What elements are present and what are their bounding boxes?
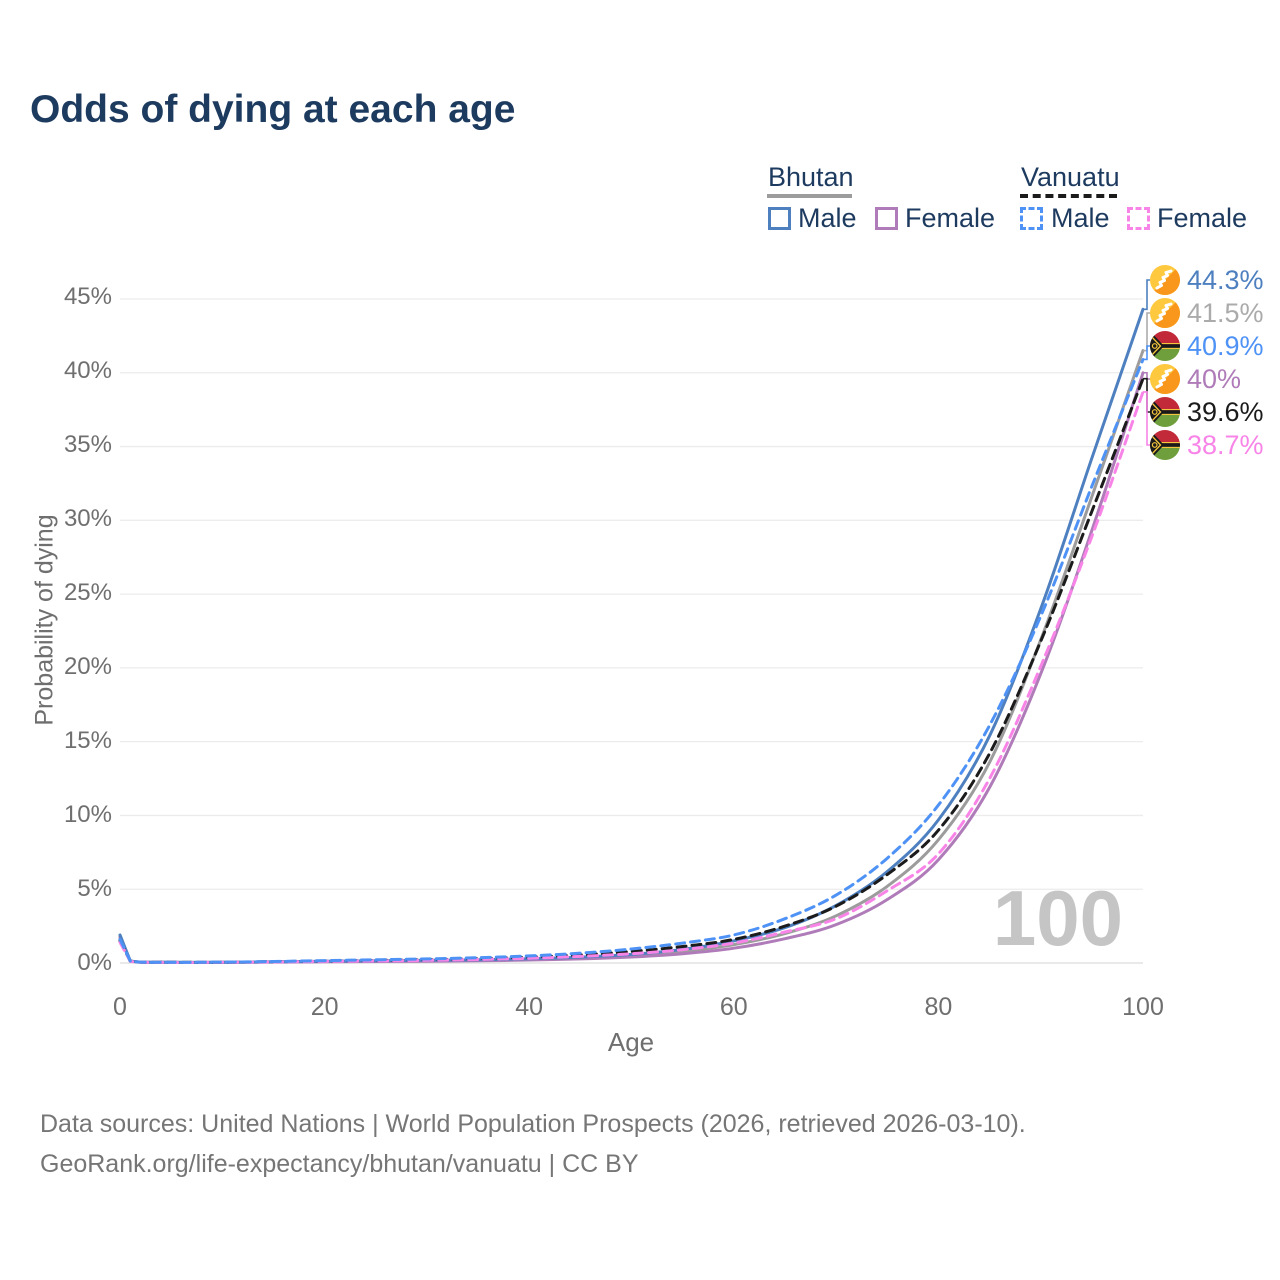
y-tick: 0% bbox=[77, 949, 112, 976]
legend-vanuatu-underline bbox=[1020, 194, 1117, 198]
legend-swatch-bhutan-male[interactable] bbox=[768, 207, 791, 230]
legend-swatch-vanuatu-male[interactable] bbox=[1020, 207, 1043, 230]
legend-label-bhutan-male[interactable]: Male bbox=[798, 203, 857, 233]
bhutan-flag-icon bbox=[1150, 298, 1180, 328]
end-label-vanuatu-male[interactable]: 40.9% bbox=[1150, 331, 1264, 361]
y-tick: 20% bbox=[63, 653, 112, 680]
legend-bhutan-underline bbox=[767, 194, 852, 198]
end-value: 40.9% bbox=[1187, 331, 1264, 361]
legend-swatch-bhutan-female[interactable] bbox=[875, 207, 898, 230]
vanuatu-flag-icon bbox=[1150, 331, 1180, 361]
y-tick: 35% bbox=[63, 431, 112, 458]
data-sources-line: Data sources: United Nations | World Pop… bbox=[40, 1110, 1026, 1138]
end-label-vanuatu-female[interactable]: 38.7% bbox=[1150, 430, 1264, 460]
end-value: 39.6% bbox=[1187, 397, 1264, 427]
attribution-line[interactable]: GeoRank.org/life-expectancy/bhutan/vanua… bbox=[40, 1150, 639, 1178]
end-label-bhutan-both[interactable]: 41.5% bbox=[1150, 298, 1264, 328]
y-tick: 40% bbox=[63, 357, 112, 384]
legend-label-bhutan-female[interactable]: Female bbox=[905, 203, 996, 233]
y-tick: 45% bbox=[63, 283, 112, 310]
end-label-bhutan-female[interactable]: 40% bbox=[1150, 364, 1241, 394]
legend-swatch-vanuatu-female[interactable] bbox=[1127, 207, 1150, 230]
x-axis-title: Age bbox=[607, 1027, 655, 1057]
x-tick: 60 bbox=[719, 993, 748, 1021]
bhutan-flag-icon bbox=[1150, 364, 1180, 394]
y-tick: 30% bbox=[63, 505, 112, 532]
end-label-bhutan-male[interactable]: 44.3% bbox=[1150, 265, 1264, 295]
y-tick: 10% bbox=[63, 801, 112, 828]
x-tick: 0 bbox=[113, 993, 127, 1021]
end-value: 38.7% bbox=[1187, 430, 1264, 460]
legend-label-vanuatu-male[interactable]: Male bbox=[1051, 203, 1110, 233]
vanuatu-flag-icon bbox=[1150, 430, 1180, 460]
x-tick: 100 bbox=[1122, 993, 1164, 1021]
x-tick: 80 bbox=[924, 993, 953, 1021]
y-tick: 15% bbox=[63, 727, 112, 754]
legend-label-vanuatu-female[interactable]: Female bbox=[1157, 203, 1248, 233]
vanuatu-flag-icon bbox=[1150, 397, 1180, 427]
end-label-vanuatu-both[interactable]: 39.6% bbox=[1150, 397, 1264, 427]
y-tick: 5% bbox=[77, 875, 112, 902]
x-tick: 20 bbox=[310, 993, 339, 1021]
end-value: 44.3% bbox=[1187, 265, 1264, 295]
legend-group-vanuatu-title[interactable]: Vanuatu bbox=[1021, 162, 1120, 192]
end-value: 41.5% bbox=[1187, 298, 1264, 328]
page-title: Odds of dying at each age bbox=[30, 88, 516, 131]
x-tick: 40 bbox=[515, 993, 544, 1021]
y-axis-title: Probability of dying bbox=[30, 514, 59, 726]
legend-group-bhutan-title[interactable]: Bhutan bbox=[768, 162, 854, 192]
bhutan-flag-icon bbox=[1150, 265, 1180, 295]
end-value: 40% bbox=[1187, 364, 1242, 394]
y-tick: 25% bbox=[63, 579, 112, 606]
age-watermark: 100 bbox=[992, 874, 1123, 962]
